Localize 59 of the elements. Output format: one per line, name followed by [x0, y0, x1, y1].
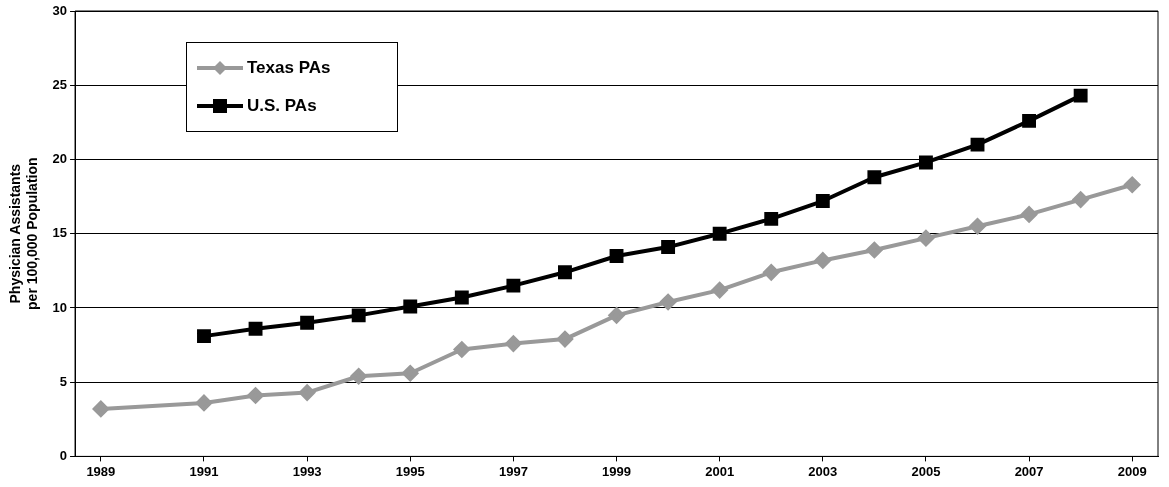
- point: [712, 226, 727, 241]
- point: [866, 242, 883, 259]
- point: [350, 368, 367, 385]
- x-tick-label: 1991: [189, 463, 219, 479]
- x-tick-label: 1997: [498, 463, 528, 479]
- x-tick-label: 2003: [808, 463, 838, 479]
- y-tick-label: 0: [59, 447, 68, 463]
- point: [1124, 176, 1141, 193]
- y-axis-title: Physician Assistants per 100,000 Population: [7, 157, 41, 310]
- point: [814, 252, 831, 269]
- point: [1022, 113, 1037, 128]
- point: [1073, 88, 1088, 103]
- y-tick-label: 20: [52, 151, 68, 167]
- y-tick-label: 15: [52, 225, 68, 241]
- x-tick-label: 2009: [1117, 463, 1147, 479]
- x-tick-label: 2001: [705, 463, 735, 479]
- point: [92, 400, 109, 417]
- point: [558, 265, 572, 280]
- point: [506, 278, 521, 293]
- point: [300, 315, 315, 330]
- point: [247, 387, 264, 404]
- legend-label: Texas PAs: [247, 58, 331, 78]
- point: [351, 308, 366, 323]
- x-tick-label: 1989: [86, 463, 116, 479]
- point: [299, 384, 316, 401]
- point: [608, 307, 625, 324]
- point: [763, 264, 780, 281]
- y-tick-label: 10: [52, 299, 68, 315]
- point: [402, 365, 419, 382]
- point: [764, 211, 779, 226]
- legend-label: U.S. PAs: [247, 96, 317, 116]
- point: [867, 170, 882, 185]
- point: [197, 329, 211, 344]
- y-tick-label: 5: [59, 373, 68, 389]
- x-tick-label: 1999: [602, 463, 631, 479]
- point: [609, 249, 624, 263]
- point: [660, 294, 677, 310]
- x-tick-label: 2007: [1014, 463, 1044, 479]
- point: [661, 240, 676, 255]
- x-tick-label: 2005: [911, 463, 941, 479]
- point: [453, 341, 470, 358]
- point: [454, 290, 469, 305]
- point: [918, 155, 933, 170]
- point: [917, 230, 934, 247]
- point: [1021, 206, 1038, 223]
- point: [248, 321, 263, 336]
- point: [970, 137, 985, 152]
- x-tick-label: 1995: [395, 463, 425, 479]
- point: [969, 218, 986, 235]
- y-tick-label: 25: [52, 76, 68, 92]
- point: [1072, 191, 1089, 208]
- point: [556, 331, 573, 348]
- point: [711, 282, 728, 299]
- point: [505, 335, 522, 352]
- point: [403, 299, 418, 314]
- y-tick-label: 30: [52, 2, 68, 18]
- point: [195, 394, 212, 411]
- point: [815, 194, 830, 208]
- x-tick-label: 1993: [292, 463, 322, 479]
